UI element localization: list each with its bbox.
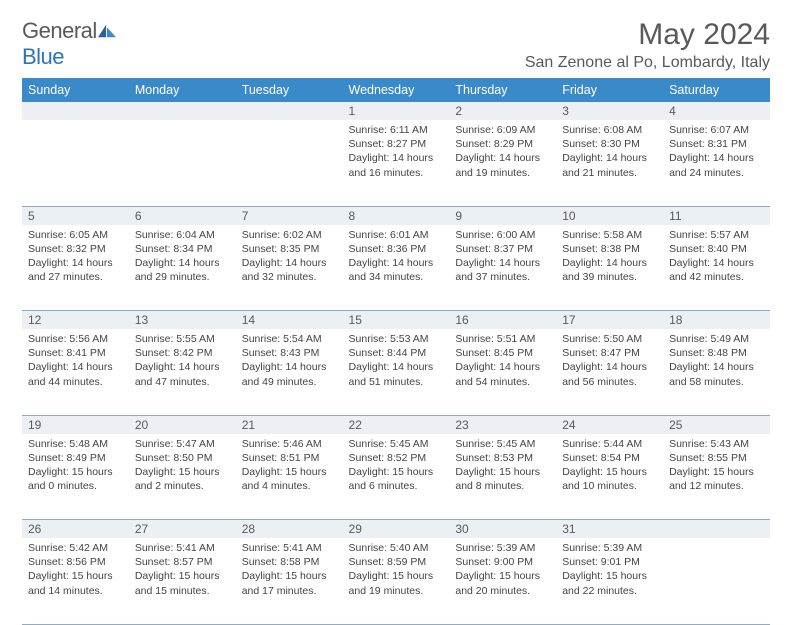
- day-number-cell: 10: [556, 206, 663, 225]
- logo-word-2: Blue: [22, 44, 64, 69]
- day-number-row: 19202122232425: [22, 415, 770, 434]
- day-data-row: Sunrise: 6:05 AMSunset: 8:32 PMDaylight:…: [22, 225, 770, 311]
- day-data-cell: Sunrise: 5:47 AMSunset: 8:50 PMDaylight:…: [129, 434, 236, 520]
- day-number-cell: 31: [556, 520, 663, 539]
- day-data-cell: Sunrise: 5:45 AMSunset: 8:53 PMDaylight:…: [449, 434, 556, 520]
- day-data-cell: [22, 120, 129, 206]
- day-data-cell: Sunrise: 5:46 AMSunset: 8:51 PMDaylight:…: [236, 434, 343, 520]
- day-data-cell: Sunrise: 5:48 AMSunset: 8:49 PMDaylight:…: [22, 434, 129, 520]
- day-number-cell: 16: [449, 311, 556, 330]
- logo-word-1: General: [22, 18, 97, 43]
- day-data-cell: Sunrise: 5:50 AMSunset: 8:47 PMDaylight:…: [556, 329, 663, 415]
- day-number-cell: 17: [556, 311, 663, 330]
- day-data-cell: Sunrise: 6:08 AMSunset: 8:30 PMDaylight:…: [556, 120, 663, 206]
- day-number-cell: 29: [343, 520, 450, 539]
- day-data-row: Sunrise: 6:11 AMSunset: 8:27 PMDaylight:…: [22, 120, 770, 206]
- day-data-cell: Sunrise: 5:57 AMSunset: 8:40 PMDaylight:…: [663, 225, 770, 311]
- day-number-cell: 8: [343, 206, 450, 225]
- day-number-cell: [663, 520, 770, 539]
- day-data-cell: Sunrise: 5:54 AMSunset: 8:43 PMDaylight:…: [236, 329, 343, 415]
- day-data-cell: Sunrise: 5:41 AMSunset: 8:57 PMDaylight:…: [129, 538, 236, 624]
- day-number-cell: 24: [556, 415, 663, 434]
- day-number-cell: 27: [129, 520, 236, 539]
- day-data-cell: Sunrise: 6:05 AMSunset: 8:32 PMDaylight:…: [22, 225, 129, 311]
- day-number-cell: 9: [449, 206, 556, 225]
- weekday-saturday: Saturday: [663, 78, 770, 102]
- day-number-cell: 20: [129, 415, 236, 434]
- location: San Zenone al Po, Lombardy, Italy: [525, 54, 770, 72]
- day-number-cell: 26: [22, 520, 129, 539]
- day-number-cell: 7: [236, 206, 343, 225]
- day-data-cell: Sunrise: 6:01 AMSunset: 8:36 PMDaylight:…: [343, 225, 450, 311]
- weekday-thursday: Thursday: [449, 78, 556, 102]
- day-number-cell: 14: [236, 311, 343, 330]
- day-number-cell: 15: [343, 311, 450, 330]
- day-number-cell: 30: [449, 520, 556, 539]
- day-data-row: Sunrise: 5:48 AMSunset: 8:49 PMDaylight:…: [22, 434, 770, 520]
- day-number-cell: 13: [129, 311, 236, 330]
- day-data-cell: [663, 538, 770, 624]
- weekday-friday: Friday: [556, 78, 663, 102]
- day-number-cell: 4: [663, 102, 770, 120]
- weekday-tuesday: Tuesday: [236, 78, 343, 102]
- day-number-cell: 25: [663, 415, 770, 434]
- day-data-cell: Sunrise: 5:53 AMSunset: 8:44 PMDaylight:…: [343, 329, 450, 415]
- sail-icon: [98, 24, 116, 38]
- month-title: May 2024: [525, 18, 770, 52]
- day-number-cell: 2: [449, 102, 556, 120]
- day-data-cell: Sunrise: 6:07 AMSunset: 8:31 PMDaylight:…: [663, 120, 770, 206]
- day-data-cell: Sunrise: 5:56 AMSunset: 8:41 PMDaylight:…: [22, 329, 129, 415]
- day-number-cell: 19: [22, 415, 129, 434]
- day-number-cell: 1: [343, 102, 450, 120]
- day-data-cell: [236, 120, 343, 206]
- day-number-cell: 21: [236, 415, 343, 434]
- day-data-cell: Sunrise: 6:11 AMSunset: 8:27 PMDaylight:…: [343, 120, 450, 206]
- day-data-row: Sunrise: 5:42 AMSunset: 8:56 PMDaylight:…: [22, 538, 770, 624]
- day-data-cell: Sunrise: 5:45 AMSunset: 8:52 PMDaylight:…: [343, 434, 450, 520]
- day-number-cell: 22: [343, 415, 450, 434]
- day-data-cell: Sunrise: 5:49 AMSunset: 8:48 PMDaylight:…: [663, 329, 770, 415]
- day-data-cell: Sunrise: 6:00 AMSunset: 8:37 PMDaylight:…: [449, 225, 556, 311]
- day-data-cell: Sunrise: 5:55 AMSunset: 8:42 PMDaylight:…: [129, 329, 236, 415]
- day-number-cell: 28: [236, 520, 343, 539]
- day-number-cell: 23: [449, 415, 556, 434]
- title-block: May 2024 San Zenone al Po, Lombardy, Ita…: [525, 18, 770, 72]
- day-number-cell: [129, 102, 236, 120]
- day-data-cell: Sunrise: 6:09 AMSunset: 8:29 PMDaylight:…: [449, 120, 556, 206]
- day-data-cell: Sunrise: 6:04 AMSunset: 8:34 PMDaylight:…: [129, 225, 236, 311]
- weekday-header: SundayMondayTuesdayWednesdayThursdayFrid…: [22, 78, 770, 102]
- day-data-cell: Sunrise: 5:44 AMSunset: 8:54 PMDaylight:…: [556, 434, 663, 520]
- day-number-cell: 3: [556, 102, 663, 120]
- day-number-cell: 6: [129, 206, 236, 225]
- day-data-cell: Sunrise: 5:58 AMSunset: 8:38 PMDaylight:…: [556, 225, 663, 311]
- logo: GeneralBlue: [22, 18, 116, 70]
- day-data-cell: Sunrise: 5:39 AMSunset: 9:00 PMDaylight:…: [449, 538, 556, 624]
- day-data-cell: Sunrise: 5:40 AMSunset: 8:59 PMDaylight:…: [343, 538, 450, 624]
- day-data-cell: Sunrise: 5:39 AMSunset: 9:01 PMDaylight:…: [556, 538, 663, 624]
- day-number-cell: 5: [22, 206, 129, 225]
- logo-text: GeneralBlue: [22, 18, 116, 70]
- day-number-cell: 12: [22, 311, 129, 330]
- day-data-cell: Sunrise: 5:42 AMSunset: 8:56 PMDaylight:…: [22, 538, 129, 624]
- day-data-cell: Sunrise: 5:43 AMSunset: 8:55 PMDaylight:…: [663, 434, 770, 520]
- day-number-row: 567891011: [22, 206, 770, 225]
- day-number-row: 1234: [22, 102, 770, 120]
- weekday-sunday: Sunday: [22, 78, 129, 102]
- day-data-cell: Sunrise: 6:02 AMSunset: 8:35 PMDaylight:…: [236, 225, 343, 311]
- weekday-monday: Monday: [129, 78, 236, 102]
- day-number-row: 12131415161718: [22, 311, 770, 330]
- day-data-cell: Sunrise: 5:51 AMSunset: 8:45 PMDaylight:…: [449, 329, 556, 415]
- calendar-table: SundayMondayTuesdayWednesdayThursdayFrid…: [22, 78, 770, 625]
- day-data-cell: [129, 120, 236, 206]
- day-number-cell: 18: [663, 311, 770, 330]
- day-number-cell: [22, 102, 129, 120]
- header: GeneralBlue May 2024 San Zenone al Po, L…: [22, 18, 770, 72]
- day-number-cell: 11: [663, 206, 770, 225]
- day-data-cell: Sunrise: 5:41 AMSunset: 8:58 PMDaylight:…: [236, 538, 343, 624]
- day-data-row: Sunrise: 5:56 AMSunset: 8:41 PMDaylight:…: [22, 329, 770, 415]
- weekday-wednesday: Wednesday: [343, 78, 450, 102]
- day-number-cell: [236, 102, 343, 120]
- day-number-row: 262728293031: [22, 520, 770, 539]
